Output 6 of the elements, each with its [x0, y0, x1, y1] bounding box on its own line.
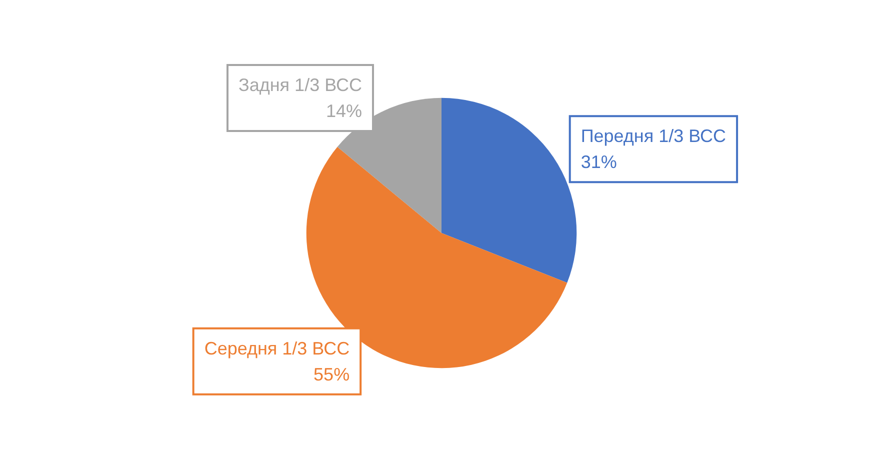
- data-label: 31%: [580, 152, 617, 172]
- data-label: 55%: [314, 364, 350, 384]
- slice-label: Середня 1/3 ВСС: [204, 338, 350, 358]
- slice-label: Передня 1/3 ВСС: [580, 126, 726, 146]
- data-label: 14%: [326, 101, 362, 122]
- slice-label: Задня 1/3 ВСС: [238, 75, 362, 96]
